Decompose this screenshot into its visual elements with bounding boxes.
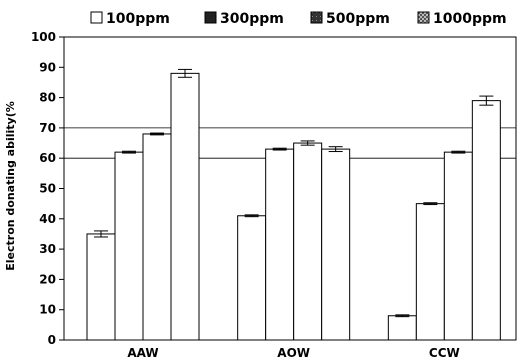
- bar: [86, 233, 116, 341]
- bar: [321, 148, 351, 341]
- y-tick-label: 60: [39, 151, 56, 165]
- x-category-label: AOW: [277, 346, 310, 360]
- bar: [114, 151, 144, 341]
- x-category-label: CCW: [429, 346, 460, 360]
- y-tick-label: 10: [39, 303, 56, 317]
- bar: [293, 142, 323, 341]
- bar: [415, 203, 445, 341]
- y-tick-label: 0: [48, 333, 56, 347]
- bar: [170, 72, 200, 341]
- y-axis-label: Electron donating ability(%: [4, 101, 17, 271]
- y-tick-label: 70: [39, 121, 56, 135]
- y-axis: 0 10 20 30 40 50 60 70 80 90 100: [31, 30, 64, 347]
- legend-label: 300ppm: [220, 11, 284, 27]
- legend-swatch: [417, 11, 430, 24]
- x-axis: AAW AOW CCW: [127, 346, 459, 360]
- y-tick-label: 90: [39, 60, 56, 74]
- legend-label: 100ppm: [106, 11, 170, 27]
- bar: [142, 133, 172, 341]
- legend-label: 500ppm: [326, 11, 390, 27]
- legend-label: 1000ppm: [433, 11, 507, 27]
- bar: [443, 151, 473, 341]
- plot-area: [63, 36, 517, 341]
- legend-swatch: [310, 11, 323, 24]
- y-tick-label: 40: [39, 212, 56, 226]
- x-category-label: AAW: [127, 346, 158, 360]
- legend-swatch: [204, 11, 217, 24]
- bar: [387, 315, 417, 341]
- y-tick-label: 30: [39, 242, 56, 256]
- y-tick-label: 100: [31, 30, 56, 44]
- legend: 100ppm 300ppm 500ppm 1000ppm: [90, 11, 507, 27]
- y-tick-label: 50: [39, 182, 56, 196]
- y-tick-label: 80: [39, 91, 56, 105]
- bar: [471, 100, 501, 341]
- bar: [237, 215, 267, 341]
- y-tick-label: 20: [39, 272, 56, 286]
- bar: [265, 148, 295, 341]
- legend-swatch: [90, 11, 103, 24]
